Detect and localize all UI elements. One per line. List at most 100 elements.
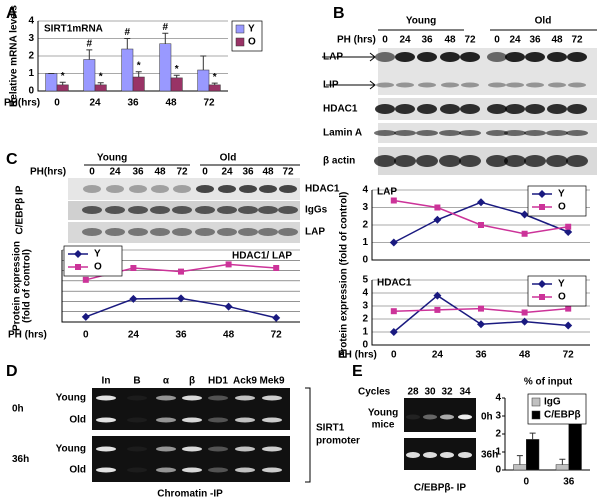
blot-band: [374, 155, 396, 167]
marker: [75, 264, 81, 270]
chart-title: % of input: [524, 377, 573, 388]
lane-label: 36: [529, 35, 541, 46]
error-bar: [173, 74, 180, 78]
legend-label: Y: [94, 249, 101, 260]
blot-band: [195, 228, 215, 236]
row-label: Lamin A: [323, 128, 362, 139]
y-tick-label: 1: [28, 68, 34, 79]
marker: [224, 302, 233, 311]
lane-label: 0: [202, 167, 208, 178]
panel-label: B: [333, 5, 345, 22]
lane-label: 48: [262, 167, 274, 178]
blot-band: [127, 446, 147, 452]
lane-label: 24: [509, 35, 521, 46]
bar: [555, 464, 569, 471]
x-tick-label: 0: [54, 98, 60, 109]
ph-label: PH (hrs): [337, 35, 376, 46]
blot-band: [547, 104, 567, 114]
marker: [434, 204, 441, 211]
row-label: HDAC1: [323, 104, 358, 115]
chart-title: SIRT1mRNA: [44, 24, 103, 35]
marker: [389, 238, 398, 247]
blot-band: [567, 104, 587, 114]
blot-band: [105, 206, 125, 214]
x-tick-label: 24: [128, 330, 140, 341]
blot-band: [376, 82, 394, 88]
lane-label: 24: [109, 167, 121, 178]
bar: [45, 73, 58, 92]
bar: [208, 84, 221, 92]
blot-band: [278, 206, 298, 214]
gel: [92, 436, 290, 482]
error-bar: [200, 55, 207, 70]
marker: [477, 198, 485, 207]
ip-label: C/EBPβ IP: [15, 185, 26, 234]
y-tick-label: 0: [362, 255, 368, 266]
marker: [225, 261, 232, 268]
x-tick-label: 72: [563, 350, 575, 361]
blot-band: [423, 414, 437, 420]
blot-band: [459, 155, 481, 167]
y-tick-label: 3: [362, 202, 368, 213]
marker: [478, 222, 484, 228]
marker: [565, 305, 572, 312]
blot-band: [235, 467, 255, 473]
blot-band: [567, 52, 587, 62]
y-axis-label: Protein expression: [12, 241, 23, 331]
error-bar: [124, 38, 131, 49]
gel: [92, 388, 290, 430]
blot-band: [417, 104, 437, 114]
error-bar: [135, 71, 142, 77]
blot-band: [440, 52, 460, 62]
row-label: LIP: [323, 80, 339, 91]
blot-band: [395, 52, 415, 62]
blot-band: [395, 104, 415, 114]
bar: [121, 48, 134, 92]
row-label: LAP: [305, 227, 325, 238]
marker: [521, 230, 528, 237]
blot-band: [416, 130, 438, 136]
blot-band: [488, 82, 506, 88]
panel-label: E: [352, 363, 363, 380]
blot-band: [156, 446, 176, 452]
blot-band: [262, 446, 282, 452]
ph-label: PH(hrs): [30, 167, 66, 178]
legend-label: Y: [558, 189, 565, 200]
marker: [539, 204, 545, 210]
annotation: #: [163, 22, 169, 33]
column-label: Mek9: [259, 376, 284, 387]
marker: [565, 223, 572, 230]
blot-band: [127, 467, 147, 473]
lane-label: 36: [242, 167, 254, 178]
blot-band: [208, 395, 228, 401]
blot-band: [258, 206, 278, 214]
cycle-label: 34: [459, 387, 471, 398]
blot-band: [279, 185, 297, 193]
arrow: [322, 52, 376, 90]
y-tick-label: 0: [362, 340, 368, 351]
blot-band: [172, 206, 192, 214]
blot-images: [68, 29, 597, 482]
row-label: LAP: [323, 52, 343, 63]
group-label: Old: [220, 153, 237, 164]
side-label: SIRT1: [316, 423, 345, 434]
bar: [170, 77, 183, 92]
blot-band: [196, 185, 214, 193]
marker: [130, 265, 137, 271]
blot-band: [487, 104, 507, 114]
blot-band: [440, 452, 454, 458]
blot-band: [566, 155, 588, 167]
bar: [94, 84, 107, 92]
lane-label: 48: [551, 35, 563, 46]
blot-band: [82, 228, 102, 236]
blot-band: [96, 467, 116, 473]
marker: [272, 313, 281, 322]
x-tick-label: 36: [127, 98, 139, 109]
blot-band: [195, 206, 215, 214]
blot-band: [417, 52, 437, 62]
cycles-label: Cycles: [358, 387, 391, 398]
y-tick-label: 4: [362, 185, 368, 196]
panel-label: C: [6, 151, 18, 168]
y-tick-label: 0: [28, 86, 34, 97]
